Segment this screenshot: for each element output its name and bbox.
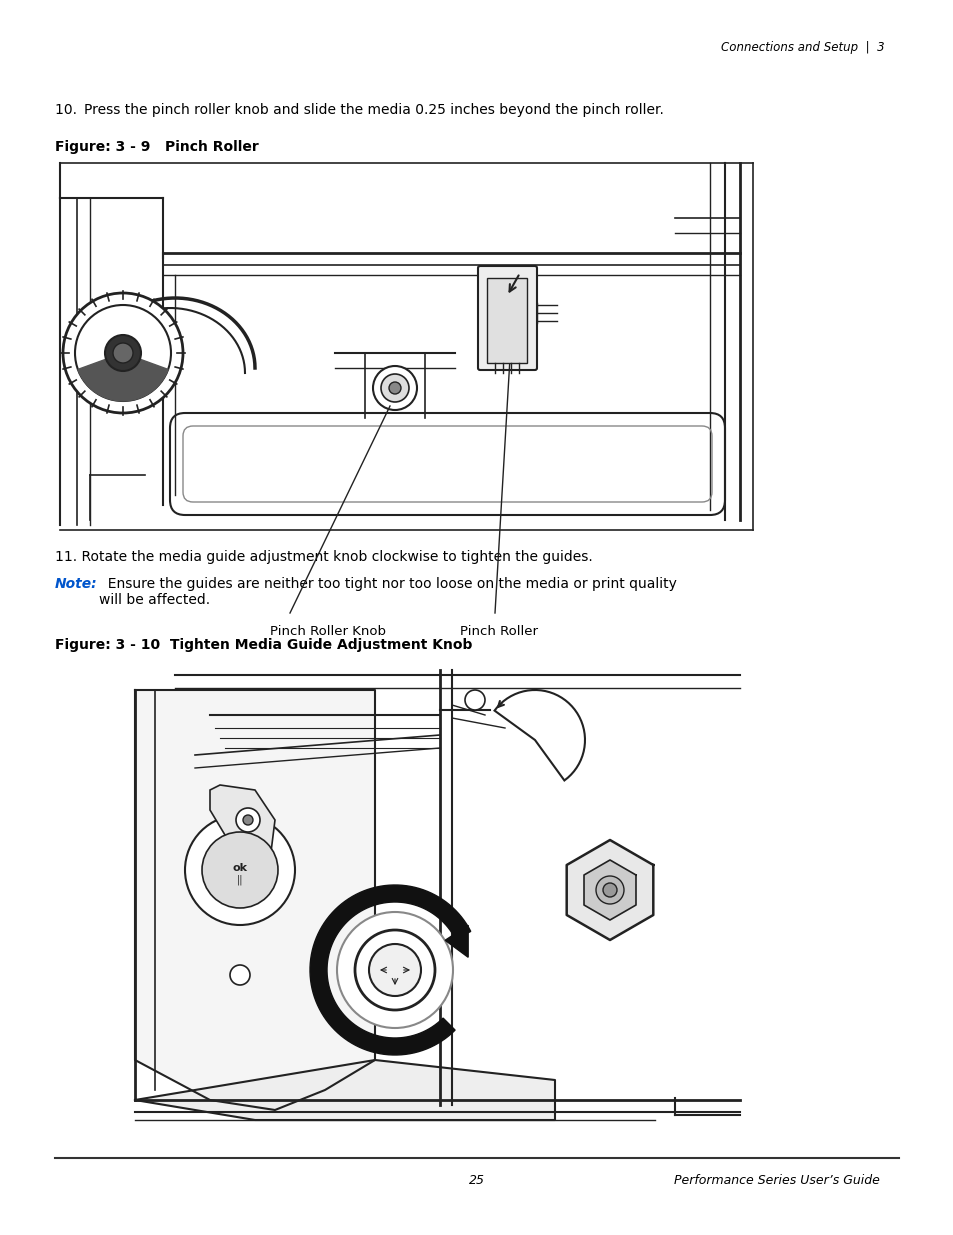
Text: ok: ok	[233, 863, 247, 873]
Circle shape	[230, 965, 250, 986]
Circle shape	[63, 293, 183, 412]
Text: Ensure the guides are neither too tight nor too loose on the media or print qual: Ensure the guides are neither too tight …	[99, 577, 677, 608]
Bar	[55, 158, 754, 535]
Text: Figure: 3 - 10  Tighten Media Guide Adjustment Knob: Figure: 3 - 10 Tighten Media Guide Adjus…	[55, 638, 472, 652]
Polygon shape	[310, 885, 470, 1055]
Text: ||: ||	[236, 874, 243, 885]
FancyBboxPatch shape	[477, 266, 537, 370]
Circle shape	[596, 876, 623, 904]
Polygon shape	[445, 925, 468, 957]
Text: 11. Rotate the media guide adjustment knob clockwise to tighten the guides.: 11. Rotate the media guide adjustment kn…	[55, 550, 592, 564]
Polygon shape	[583, 860, 636, 920]
Circle shape	[336, 911, 453, 1028]
Polygon shape	[135, 690, 375, 1110]
Circle shape	[369, 944, 420, 995]
Text: Performance Series User’s Guide: Performance Series User’s Guide	[674, 1174, 879, 1187]
Circle shape	[243, 815, 253, 825]
Circle shape	[112, 343, 132, 363]
Text: Note:: Note:	[55, 577, 97, 592]
Circle shape	[355, 930, 435, 1010]
Circle shape	[380, 374, 409, 403]
Text: 10. Press the pinch roller knob and slide the media 0.25 inches beyond the pinch: 10. Press the pinch roller knob and slid…	[55, 103, 663, 117]
Polygon shape	[210, 785, 274, 860]
Bar	[55, 659, 754, 1125]
Circle shape	[202, 832, 277, 908]
Circle shape	[75, 305, 171, 401]
Wedge shape	[78, 353, 168, 401]
Circle shape	[235, 808, 260, 832]
Text: Figure: 3 - 9   Pinch Roller: Figure: 3 - 9 Pinch Roller	[55, 140, 258, 154]
Circle shape	[464, 690, 484, 710]
Text: Connections and Setup  |  3: Connections and Setup | 3	[720, 42, 884, 54]
Text: Pinch Roller: Pinch Roller	[459, 625, 537, 638]
Polygon shape	[494, 690, 584, 781]
Circle shape	[105, 335, 141, 370]
Circle shape	[602, 883, 617, 897]
Bar	[486, 278, 526, 363]
Circle shape	[185, 815, 294, 925]
Polygon shape	[135, 1060, 555, 1120]
Polygon shape	[566, 840, 653, 940]
Circle shape	[389, 382, 400, 394]
Text: 25: 25	[469, 1174, 484, 1187]
Text: Pinch Roller Knob: Pinch Roller Knob	[270, 625, 386, 638]
Circle shape	[373, 366, 416, 410]
